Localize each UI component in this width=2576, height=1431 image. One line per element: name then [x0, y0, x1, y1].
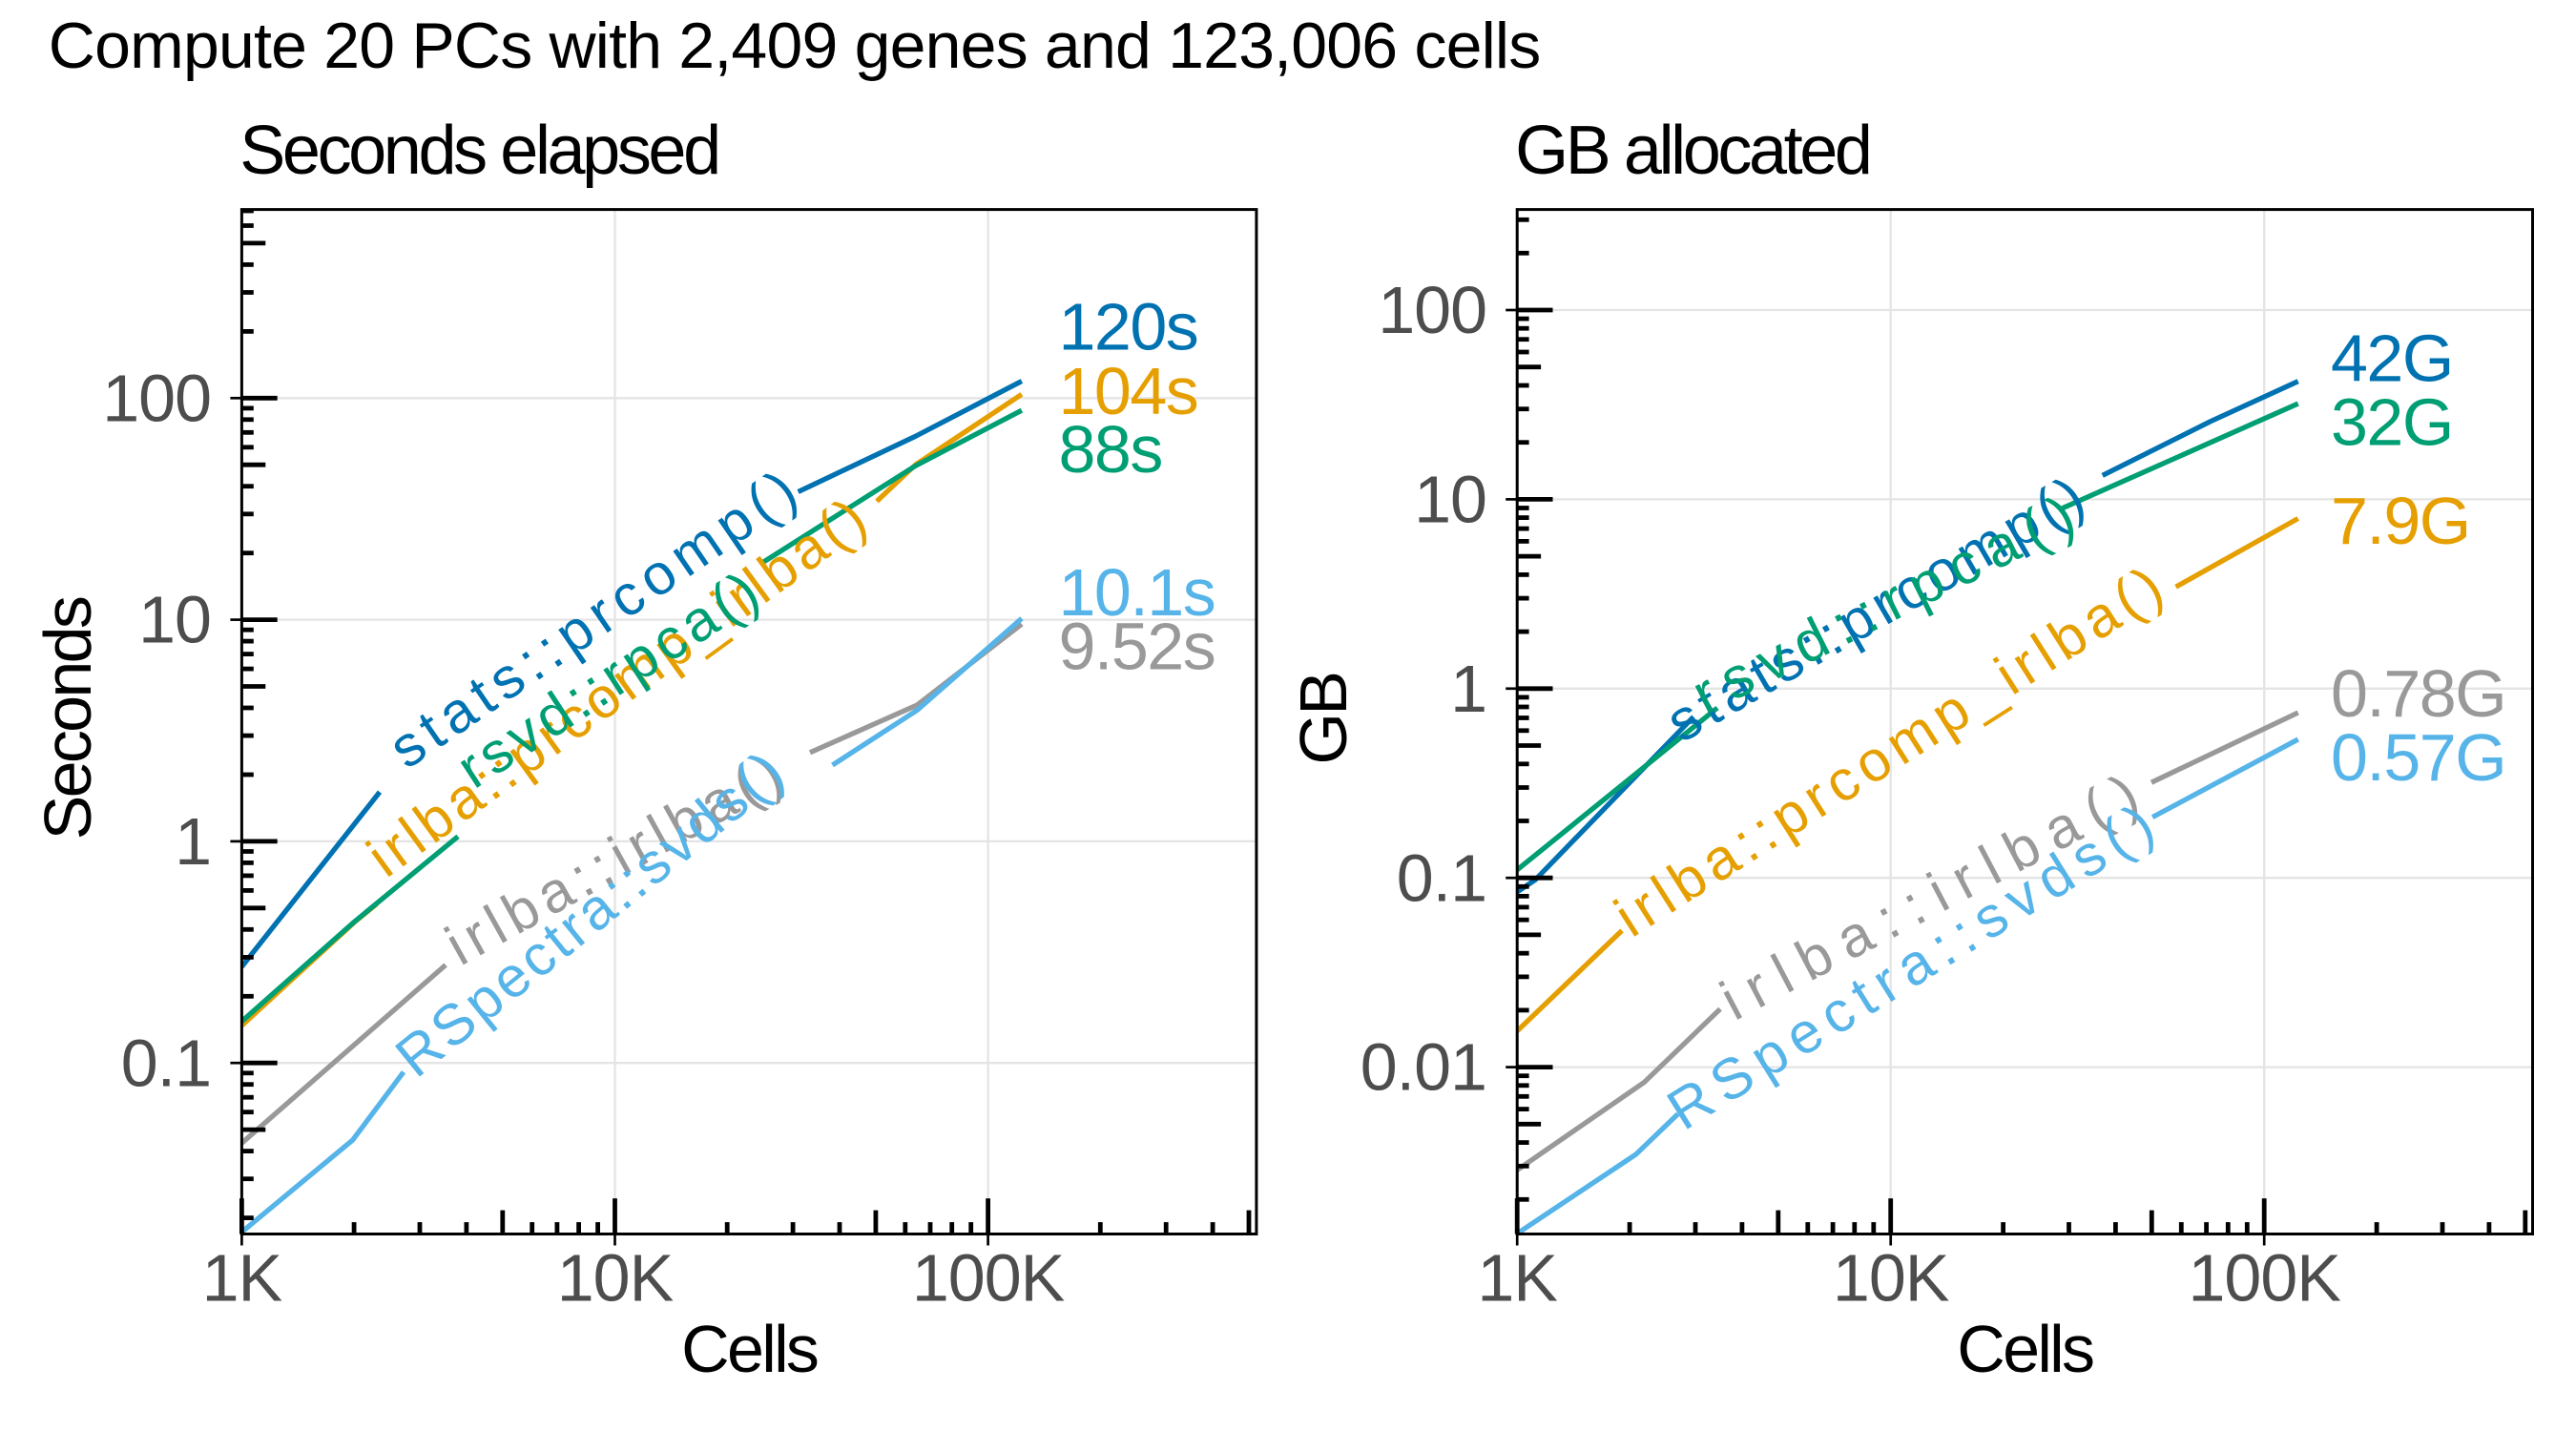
svg-text:10: 10: [1414, 463, 1486, 537]
svg-text:Cells: Cells: [681, 1312, 818, 1386]
svg-text:Seconds: Seconds: [31, 597, 105, 840]
svg-text:42G: 42G: [2331, 321, 2453, 396]
svg-text:0.78G: 0.78G: [2331, 656, 2505, 731]
svg-text:7.9G: 7.9G: [2331, 484, 2470, 558]
svg-text:100: 100: [102, 361, 211, 435]
svg-text:100K: 100K: [2188, 1240, 2340, 1315]
svg-text:0.01: 0.01: [1361, 1030, 1486, 1105]
svg-text:32G: 32G: [2331, 385, 2453, 460]
svg-text:0.1: 0.1: [121, 1026, 211, 1100]
svg-text:1: 1: [1450, 652, 1486, 726]
svg-text:104s: 104s: [1059, 354, 1198, 428]
svg-text:10K: 10K: [1833, 1240, 1949, 1315]
svg-text:Compute 20 PCs with 2,409 gene: Compute 20 PCs with 2,409 genes and 123,…: [49, 10, 1541, 82]
svg-text:100K: 100K: [912, 1240, 1065, 1315]
svg-text:GB allocated: GB allocated: [1515, 113, 1869, 189]
svg-text:120s: 120s: [1059, 290, 1198, 364]
svg-text:88s: 88s: [1059, 412, 1162, 487]
svg-text:1K: 1K: [202, 1240, 282, 1315]
svg-text:1K: 1K: [1477, 1240, 1557, 1315]
svg-text:0.1: 0.1: [1397, 840, 1486, 915]
svg-text:10: 10: [138, 583, 211, 657]
svg-text:0.57G: 0.57G: [2331, 720, 2505, 795]
svg-text:100: 100: [1378, 273, 1486, 347]
svg-text:10K: 10K: [557, 1240, 674, 1315]
svg-text:9.52s: 9.52s: [1059, 610, 1215, 684]
svg-text:Cells: Cells: [1957, 1312, 2093, 1386]
svg-text:Seconds elapsed: Seconds elapsed: [239, 113, 717, 189]
svg-text:GB: GB: [1286, 674, 1361, 765]
svg-text:1: 1: [175, 804, 211, 879]
svg-text:10.1s: 10.1s: [1059, 555, 1215, 630]
